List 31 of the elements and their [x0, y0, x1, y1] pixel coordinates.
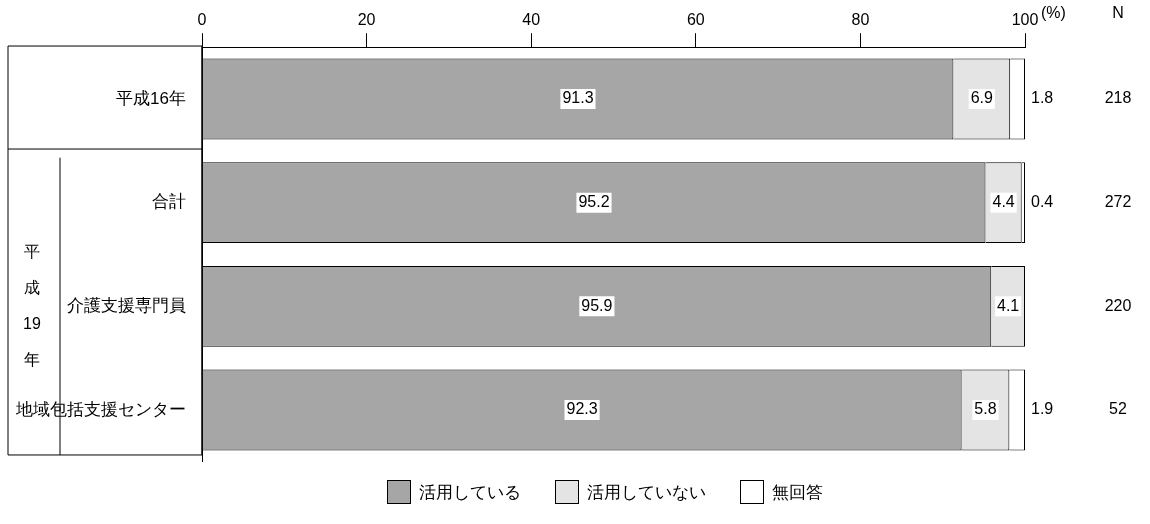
x-tick-label: 80 — [851, 11, 870, 29]
data-label: 6.9 — [970, 89, 994, 107]
data-label: 0.4 — [1031, 193, 1054, 211]
data-label: 5.8 — [974, 400, 997, 418]
data-label: 4.1 — [997, 296, 1020, 314]
y-tick-label: 合計 — [152, 192, 186, 212]
text: 平成19年 — [23, 242, 41, 368]
y-tick-label: 地域包括支援センター — [15, 399, 186, 419]
data-label: 92.3 — [566, 400, 598, 418]
x-axis-title: (%) — [1041, 3, 1066, 21]
text: 272 — [1104, 193, 1132, 211]
data-label: 1.9 — [1031, 400, 1054, 418]
text: 52 — [1109, 400, 1127, 418]
data-label: 91.3 — [562, 89, 594, 107]
y-tick-label: 介護支援専門員 — [67, 296, 186, 316]
x-tick-label: 20 — [357, 11, 376, 29]
x-tick-label: 60 — [686, 11, 705, 29]
data-label: 4.4 — [992, 193, 1015, 211]
series-label: 活用している — [419, 481, 521, 504]
data-label: 95.2 — [578, 193, 610, 211]
x-tick-label: 0 — [197, 11, 207, 29]
text: N — [1112, 3, 1124, 21]
text: 220 — [1104, 296, 1132, 314]
data-label: 95.9 — [581, 296, 613, 314]
x-tick-label: 100 — [1011, 11, 1039, 29]
y-tick-label: 平成16年 — [116, 88, 186, 108]
text: 218 — [1104, 89, 1132, 107]
x-tick-label: 40 — [522, 11, 541, 29]
legend-label: 無回答 — [772, 481, 823, 504]
legend-label: 活用していない — [587, 481, 706, 504]
data-label: 1.8 — [1031, 89, 1054, 107]
